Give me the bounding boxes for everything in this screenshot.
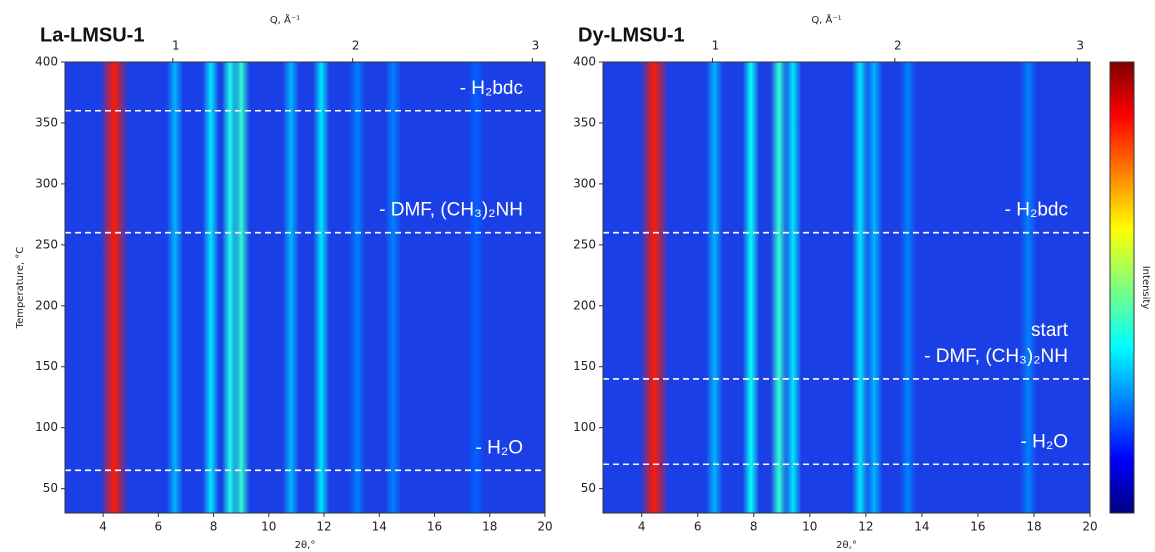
y-tick-label: 400: [573, 55, 596, 69]
heatmap: [100, 62, 485, 513]
peak: [384, 62, 402, 513]
annotation: start: [1031, 320, 1069, 341]
x-tick-label: 4: [638, 520, 646, 534]
annotation: - H₂O: [1021, 431, 1068, 452]
x2-axis-label: Q, Å⁻¹: [811, 13, 841, 26]
peak: [770, 62, 788, 513]
x-tick-label: 16: [970, 520, 985, 534]
x-tick-label: 20: [1082, 520, 1097, 534]
heatmap-background: [65, 62, 545, 513]
y-tick-label: 250: [573, 237, 596, 251]
peak: [202, 62, 220, 513]
x-tick-label: 10: [802, 520, 817, 534]
annotation: - H₂bdc: [1005, 200, 1068, 221]
annotation: - H₂O: [476, 437, 523, 458]
peak: [851, 62, 869, 513]
x2-tick-label: 3: [1076, 39, 1084, 53]
y-tick-label: 300: [35, 176, 58, 190]
peak: [282, 62, 300, 513]
x-tick-label: 20: [537, 520, 552, 534]
peak: [100, 62, 128, 513]
x-tick-label: 8: [210, 520, 218, 534]
x-tick-label: 14: [372, 520, 387, 534]
x2-tick-label: 2: [894, 39, 902, 53]
y-tick-label: 50: [581, 481, 596, 495]
y-tick-label: 150: [35, 359, 58, 373]
peak: [166, 62, 184, 513]
annotation: - DMF, (CH₃)₂NH: [379, 200, 523, 221]
chart-title: Dy-LMSU-1: [578, 24, 685, 46]
heatmap-background: [603, 62, 1090, 513]
x-axis-label: 2θ,°: [836, 540, 857, 551]
x-axis-label: 2θ,°: [295, 540, 316, 551]
x2-tick-label: 1: [172, 39, 180, 53]
y-tick-label: 200: [35, 298, 58, 312]
x2-tick-label: 1: [712, 39, 720, 53]
peak: [899, 62, 917, 513]
x-tick-label: 6: [155, 520, 163, 534]
y-tick-label: 150: [573, 359, 596, 373]
colorbar-label: Intensity: [1140, 266, 1151, 310]
y-tick-label: 250: [35, 237, 58, 251]
plot-frame: [602, 61, 1091, 514]
peak: [348, 62, 366, 513]
peak: [232, 62, 250, 513]
peak: [706, 62, 723, 513]
chart-title: La-LMSU-1: [40, 24, 144, 46]
y-tick-label: 400: [35, 55, 58, 69]
x-tick-label: 12: [858, 520, 873, 534]
x-tick-label: 8: [750, 520, 758, 534]
y-tick-label: 100: [35, 420, 58, 434]
colorbar: [1109, 61, 1135, 514]
x-tick-label: 18: [1026, 520, 1041, 534]
y-tick-label: 300: [573, 176, 596, 190]
y-tick-label: 100: [573, 420, 596, 434]
x-tick-label: 12: [316, 520, 331, 534]
x-tick-label: 10: [261, 520, 276, 534]
x-tick-label: 4: [99, 520, 107, 534]
peak: [865, 62, 883, 513]
x2-tick-label: 3: [532, 39, 540, 53]
y-tick-label: 200: [573, 298, 596, 312]
x2-tick-label: 2: [352, 39, 360, 53]
x-tick-label: 6: [694, 520, 702, 534]
peak: [784, 62, 802, 513]
y-tick-label: 350: [35, 115, 58, 129]
x-tick-label: 18: [482, 520, 497, 534]
peak: [742, 62, 760, 513]
annotation: - H₂bdc: [460, 78, 523, 99]
y-tick-label: 50: [43, 481, 58, 495]
plot-frame: [64, 61, 546, 514]
x2-axis-label: Q, Å⁻¹: [270, 13, 300, 26]
peak: [640, 62, 669, 513]
annotation: - DMF, (CH₃)₂NH: [924, 346, 1068, 367]
peak: [467, 62, 485, 513]
y-tick-label: 350: [573, 115, 596, 129]
y-axis-label: Temperature, °C: [15, 247, 26, 330]
peak: [313, 62, 330, 513]
x-tick-label: 16: [427, 520, 442, 534]
heatmap: [640, 62, 1037, 513]
peak: [1019, 62, 1037, 513]
x-tick-label: 14: [914, 520, 929, 534]
